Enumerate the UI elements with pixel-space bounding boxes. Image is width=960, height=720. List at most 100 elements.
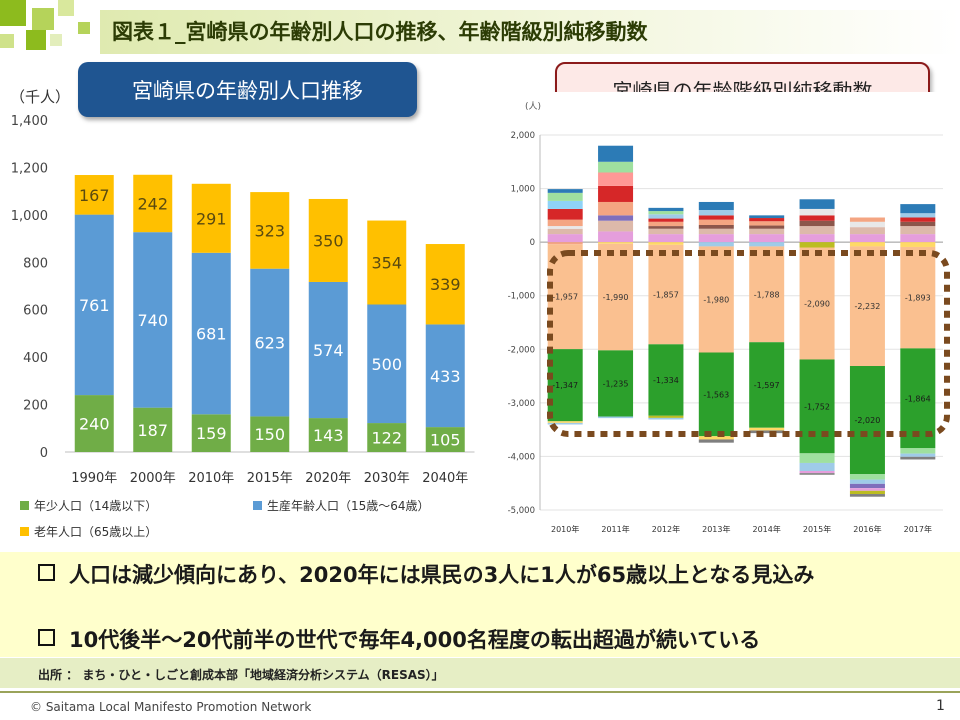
bar-segment bbox=[547, 242, 583, 245]
x-tick-label: 2014年 bbox=[753, 524, 781, 534]
bar-segment bbox=[547, 192, 583, 201]
bar-segment bbox=[133, 407, 173, 452]
legend-swatch bbox=[20, 527, 29, 536]
x-tick-label: 2010年 bbox=[188, 471, 234, 486]
bar-segment bbox=[900, 234, 936, 243]
bar-segment bbox=[308, 198, 348, 282]
bar-segment bbox=[648, 242, 684, 245]
header bbox=[0, 0, 960, 62]
x-tick-label: 2016年 bbox=[853, 524, 881, 534]
left-chart-unit: （千人） bbox=[10, 88, 71, 106]
data-label: 350 bbox=[313, 231, 344, 250]
bar-segment bbox=[900, 453, 936, 457]
bar-segment bbox=[698, 436, 734, 440]
bar-segment bbox=[749, 242, 785, 247]
bullet-text: 10代後半～20代前半の世代で毎年4,000名程度の転出超過が続いている bbox=[69, 628, 761, 652]
source-bar bbox=[0, 658, 960, 688]
bar-segment bbox=[698, 210, 734, 216]
data-label: 150 bbox=[254, 425, 285, 444]
data-label: -2,020 bbox=[855, 416, 881, 425]
bar-segment bbox=[849, 366, 885, 475]
bar-segment bbox=[648, 344, 684, 416]
data-label: -1,563 bbox=[703, 390, 729, 399]
data-label: 761 bbox=[79, 296, 110, 315]
bar-segment bbox=[799, 473, 835, 475]
migration-chart: (人) -5,000 -4,000 -3,000 -2,000 -1,000 0 1,000 2… bbox=[495, 92, 955, 552]
bar-segment bbox=[799, 234, 835, 243]
data-label: -1,347 bbox=[552, 381, 578, 390]
bar-segment bbox=[648, 234, 684, 243]
logo-square bbox=[26, 30, 46, 50]
bar-segment bbox=[799, 226, 835, 235]
data-label: -1,334 bbox=[653, 376, 679, 385]
logo-square bbox=[58, 0, 74, 16]
bar-segment bbox=[749, 215, 785, 219]
bar-segment bbox=[799, 220, 835, 227]
data-label: 433 bbox=[430, 367, 461, 386]
x-tick-label: 2011年 bbox=[601, 524, 629, 534]
y-tick-label: -1,000 bbox=[508, 292, 535, 302]
bar-segment bbox=[250, 416, 290, 452]
bar-segment bbox=[849, 479, 885, 484]
data-label: 681 bbox=[196, 325, 227, 344]
bar-segment bbox=[749, 228, 785, 235]
checkbox-icon bbox=[38, 629, 55, 646]
y-tick-label: 1,200 bbox=[11, 161, 48, 176]
footer-divider bbox=[0, 691, 960, 693]
bar-segment bbox=[547, 228, 583, 235]
logo-square bbox=[0, 34, 14, 48]
bar-segment bbox=[648, 244, 684, 345]
bar-segment bbox=[598, 185, 634, 202]
data-label: 159 bbox=[196, 424, 227, 443]
legend-label: 老年人口（65歳以上） bbox=[34, 525, 157, 539]
bar-segment bbox=[191, 252, 231, 415]
bar-segment bbox=[547, 349, 583, 422]
bullet-item: 10代後半～20代前半の世代で毎年4,000名程度の転出超過が続いている bbox=[38, 624, 958, 654]
bar-segment bbox=[849, 490, 885, 495]
logo-square bbox=[32, 8, 54, 30]
bar-segment bbox=[250, 192, 290, 269]
bar-segment bbox=[648, 221, 684, 227]
y-tick-label: 1,000 bbox=[11, 209, 48, 224]
data-label: -1,893 bbox=[905, 294, 931, 303]
bar-segment bbox=[547, 200, 583, 209]
bar-segment bbox=[367, 423, 407, 452]
bar-segment bbox=[547, 208, 583, 220]
bar-segment bbox=[74, 214, 114, 396]
data-label: 122 bbox=[371, 429, 402, 448]
data-label: 105 bbox=[430, 431, 461, 450]
y-tick-label: 400 bbox=[23, 351, 48, 366]
data-label: -1,957 bbox=[552, 293, 578, 302]
bar-segment bbox=[191, 414, 231, 452]
bar-segment bbox=[849, 242, 885, 247]
data-label: 500 bbox=[371, 355, 402, 374]
bar-segment bbox=[749, 427, 785, 431]
bar-segment bbox=[598, 231, 634, 243]
bar-segment bbox=[900, 226, 936, 235]
bar-segment bbox=[547, 219, 583, 227]
data-label: -1,857 bbox=[653, 291, 679, 300]
bar-segment bbox=[799, 453, 835, 463]
data-label: -2,090 bbox=[804, 299, 830, 308]
bar-segment bbox=[849, 217, 885, 222]
logo-square bbox=[0, 0, 26, 26]
bar-segment bbox=[547, 421, 583, 423]
bar-segment bbox=[133, 174, 173, 233]
y-tick-label: 1,400 bbox=[11, 114, 48, 129]
bar-segment bbox=[900, 221, 936, 227]
bar-segment bbox=[900, 204, 936, 214]
x-tick-label: 2015年 bbox=[247, 471, 293, 486]
bar-segment bbox=[849, 227, 885, 235]
legend-label: 年少人口（14歳以下） bbox=[34, 499, 157, 513]
bar-segment bbox=[799, 242, 835, 248]
data-label: 354 bbox=[371, 254, 402, 273]
data-label: 143 bbox=[313, 426, 344, 445]
y-tick-label: 0 bbox=[530, 238, 535, 248]
bar-segment bbox=[799, 462, 835, 471]
bar-segment bbox=[648, 214, 684, 219]
bar-segment bbox=[900, 246, 936, 349]
bar-segment bbox=[547, 189, 583, 193]
y-axis-unit: (人) bbox=[525, 101, 541, 112]
bar-segment bbox=[648, 415, 684, 418]
x-tick-label: 1990年 bbox=[71, 471, 117, 486]
